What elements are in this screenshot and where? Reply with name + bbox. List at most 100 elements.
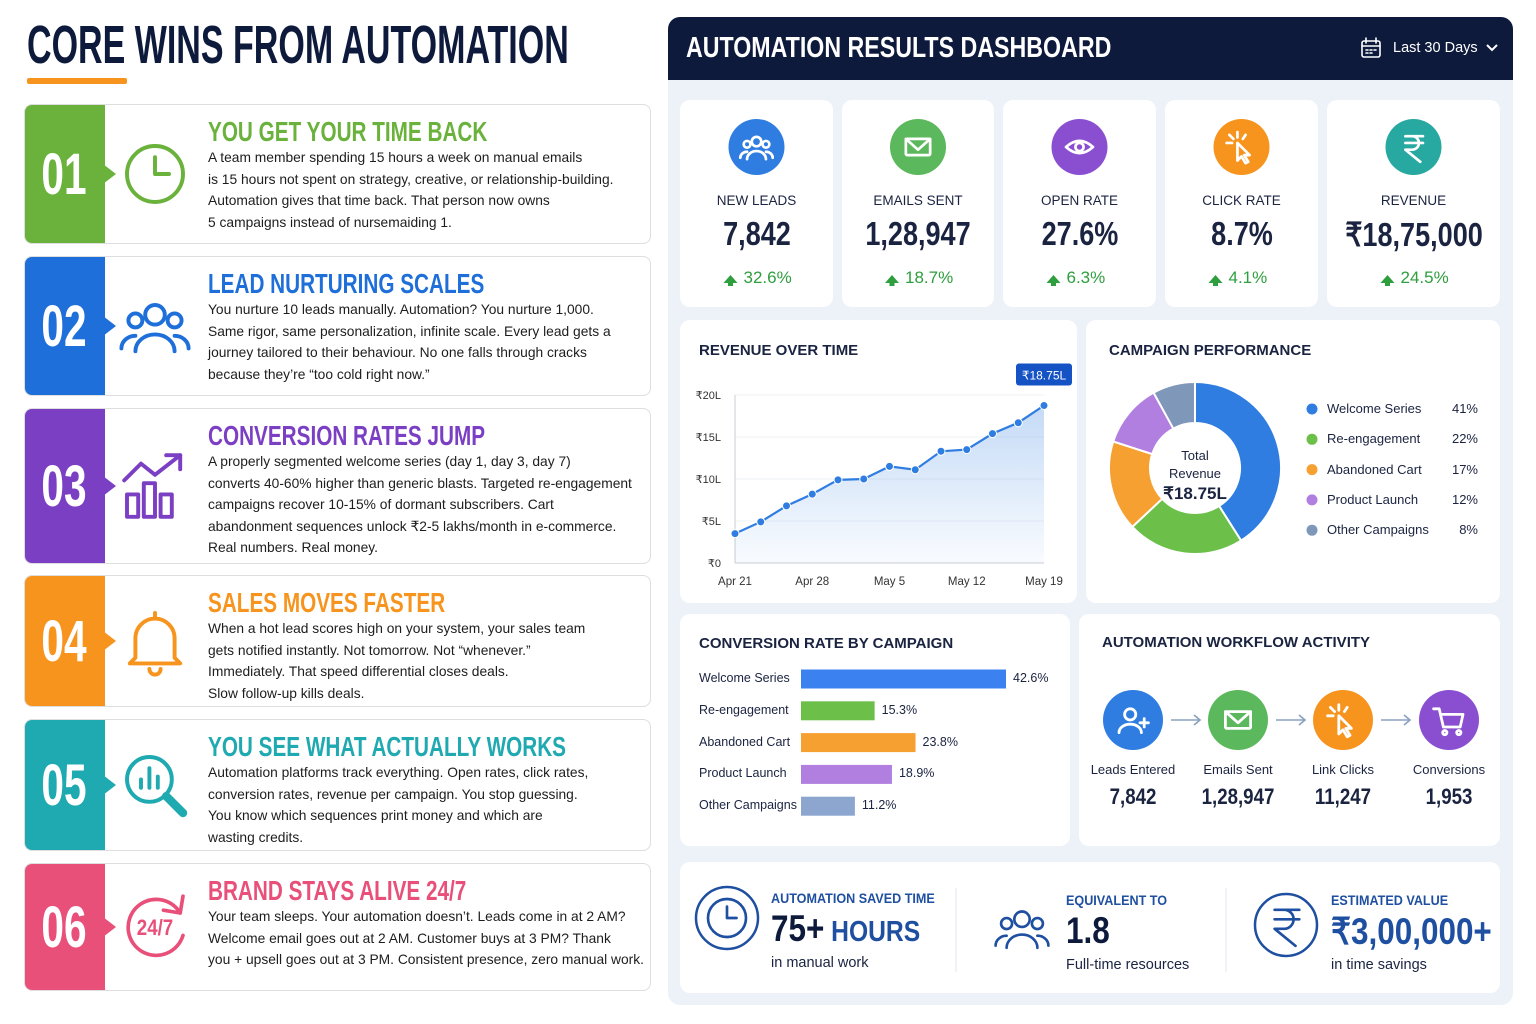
icon-part (742, 139, 752, 150)
up-arrow-stem (728, 282, 733, 286)
bar (801, 733, 916, 753)
data-point (910, 465, 920, 475)
icon-part (143, 303, 167, 327)
item-text: Welcome email goes out at 2 AM. Customer… (208, 930, 611, 946)
icon-part (1361, 37, 1381, 54)
kpi-label: EMAILS SENT (873, 193, 963, 208)
block-notch (103, 164, 116, 184)
bar-value-label: 15.3% (881, 702, 918, 717)
icon-part (706, 897, 748, 939)
item-text: Slow follow-up kills deals. (208, 685, 365, 701)
value-label: ₹18.75L (1022, 369, 1067, 383)
y-tick-label: ₹10L (696, 474, 721, 486)
donut-center-label: Total (1181, 448, 1209, 463)
block-notch (103, 316, 116, 336)
icon-part (1123, 707, 1138, 722)
bar-label: Abandoned Cart (699, 734, 791, 749)
kpi-label: NEW LEADS (716, 193, 797, 208)
summary-value-row: 1.8 (1066, 910, 1110, 952)
item-text: gets notified instantly. Not tomorrow. N… (208, 642, 531, 658)
y-tick-label: ₹0 (708, 558, 721, 570)
icon-part (1012, 910, 1032, 929)
summary-value-row: 75+ HOURS (771, 908, 920, 950)
item-text: because they’re “too cold right now.” (208, 366, 430, 382)
kpi-label: OPEN RATE (1040, 193, 1118, 208)
x-tick-label: May 12 (948, 576, 986, 588)
workflow-label: Link Clicks (1311, 762, 1375, 777)
icon-label: 24/7 (137, 917, 173, 941)
icon-part (1273, 908, 1301, 948)
data-point (1013, 418, 1023, 428)
icon-part (125, 755, 174, 804)
workflow-arrowhead (1403, 714, 1412, 726)
item-number: 01 (41, 142, 87, 207)
item-number: 06 (41, 895, 87, 960)
up-arrow (1208, 275, 1223, 283)
item-heading: SALES MOVES FASTER (208, 587, 446, 618)
up-arrow (1046, 275, 1061, 283)
icon-part (153, 155, 171, 176)
summary-sub: in manual work (771, 955, 869, 971)
icon-people (119, 303, 191, 354)
summary-label: ESTIMATED VALUE (1331, 892, 1449, 908)
legend-value: 41% (1451, 401, 1478, 416)
kpi-label: REVENUE (1380, 193, 1447, 208)
legend-swatch (1306, 403, 1318, 415)
workflow-title: AUTOMATION WORKFLOW ACTIVITY (1102, 634, 1371, 651)
item-text: Immediately. That speed differential clo… (208, 664, 509, 679)
icon-rupee (1404, 134, 1425, 164)
icon-part (904, 137, 932, 157)
chart-card (680, 614, 1070, 846)
item-heading: LEAD NURTURING SCALES (208, 268, 485, 299)
icon-clock (125, 144, 185, 204)
icon-clock (706, 897, 748, 939)
summary-value: 1.8 (1066, 910, 1110, 951)
icon-part (164, 453, 183, 472)
bar-label: Other Campaigns (699, 798, 797, 813)
donut-slice (1152, 380, 1196, 430)
title-underline (27, 78, 127, 84)
date-range: Last 30 Days (1393, 40, 1478, 56)
summary-value: ₹3,00,000+ (1331, 911, 1492, 952)
icon-cycle (126, 894, 185, 958)
up-arrow (1380, 275, 1395, 283)
number-block (25, 576, 105, 706)
bar-value-label: 18.9% (898, 766, 935, 781)
y-tick-label: ₹20L (696, 390, 721, 402)
data-point (807, 489, 817, 499)
icon-part (125, 144, 185, 204)
icon-part (761, 139, 771, 150)
number-block (25, 864, 105, 990)
icon-part (1432, 707, 1465, 729)
up-arrow (885, 275, 899, 283)
item-text: Your team sleeps. Your automation doesn’… (208, 909, 626, 924)
item-text: you + upsell goes out at 3 PM. Consisten… (208, 952, 644, 967)
workflow-icon-bg (1419, 690, 1479, 750)
icon-part (750, 135, 763, 148)
icon-click (1326, 703, 1353, 739)
block-notch (103, 917, 116, 937)
legend-label: Product Launch (1327, 491, 1419, 507)
area-fill (735, 405, 1044, 563)
bar-value-label: 42.6% (1013, 671, 1049, 685)
icon-part (119, 333, 191, 351)
icon-part (738, 150, 775, 160)
legend-swatch (1306, 464, 1318, 476)
data-point (1039, 401, 1049, 410)
value-label-bg (1016, 363, 1072, 386)
kpi-change: 24.5% (1400, 268, 1449, 287)
icon-part (994, 934, 1050, 947)
icon-part (133, 332, 177, 354)
icon-part (1138, 717, 1150, 729)
bar-label: Re-engagement (699, 702, 789, 717)
legend-value: 8% (1459, 522, 1478, 538)
item-text: Same rigor, same personalization, infini… (208, 323, 611, 339)
workflow-label: Emails Sent (1203, 762, 1273, 777)
icon-part (122, 453, 183, 483)
kpi-change: 4.1% (1228, 268, 1268, 287)
donut-center-value: ₹18.75L (1163, 484, 1227, 503)
kpi-icon-bg (890, 119, 946, 175)
bar-value-label: 11.2% (861, 798, 897, 813)
